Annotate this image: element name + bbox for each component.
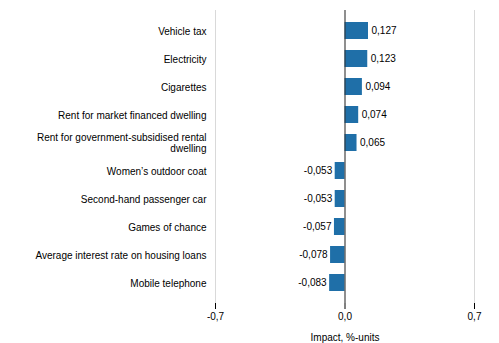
- svg-text:0,123: 0,123: [371, 53, 396, 64]
- svg-text:-0,053: -0,053: [304, 165, 333, 176]
- svg-text:-0,083: -0,083: [298, 277, 327, 288]
- svg-text:0,0: 0,0: [338, 311, 352, 322]
- svg-text:Vehicle tax: Vehicle tax: [158, 26, 206, 37]
- svg-text:0,7: 0,7: [468, 311, 482, 322]
- svg-text:Impact, %-units: Impact, %-units: [311, 332, 380, 343]
- svg-text:-0,053: -0,053: [304, 193, 333, 204]
- svg-text:Rent for market financed dwell: Rent for market financed dwelling: [58, 110, 206, 121]
- svg-text:0,127: 0,127: [371, 25, 396, 36]
- svg-text:Games of chance: Games of chance: [128, 222, 207, 233]
- svg-text:Second-hand passenger car: Second-hand passenger car: [81, 194, 207, 205]
- svg-text:-0,057: -0,057: [303, 221, 332, 232]
- svg-text:Mobile telephone: Mobile telephone: [130, 278, 207, 289]
- svg-text:Cigarettes: Cigarettes: [161, 82, 207, 93]
- svg-text:Electricity: Electricity: [164, 54, 207, 65]
- svg-text:0,094: 0,094: [365, 81, 390, 92]
- svg-text:Rent for government-subsidised: Rent for government-subsidised rentaldwe…: [37, 132, 207, 154]
- svg-text:0,065: 0,065: [360, 137, 385, 148]
- svg-text:-0,7: -0,7: [207, 311, 225, 322]
- svg-text:Average interest rate on housi: Average interest rate on housing loans: [35, 250, 206, 261]
- svg-text:0,074: 0,074: [362, 109, 387, 120]
- svg-text:-0,078: -0,078: [299, 249, 328, 260]
- svg-text:Women’s outdoor coat: Women’s outdoor coat: [107, 166, 207, 177]
